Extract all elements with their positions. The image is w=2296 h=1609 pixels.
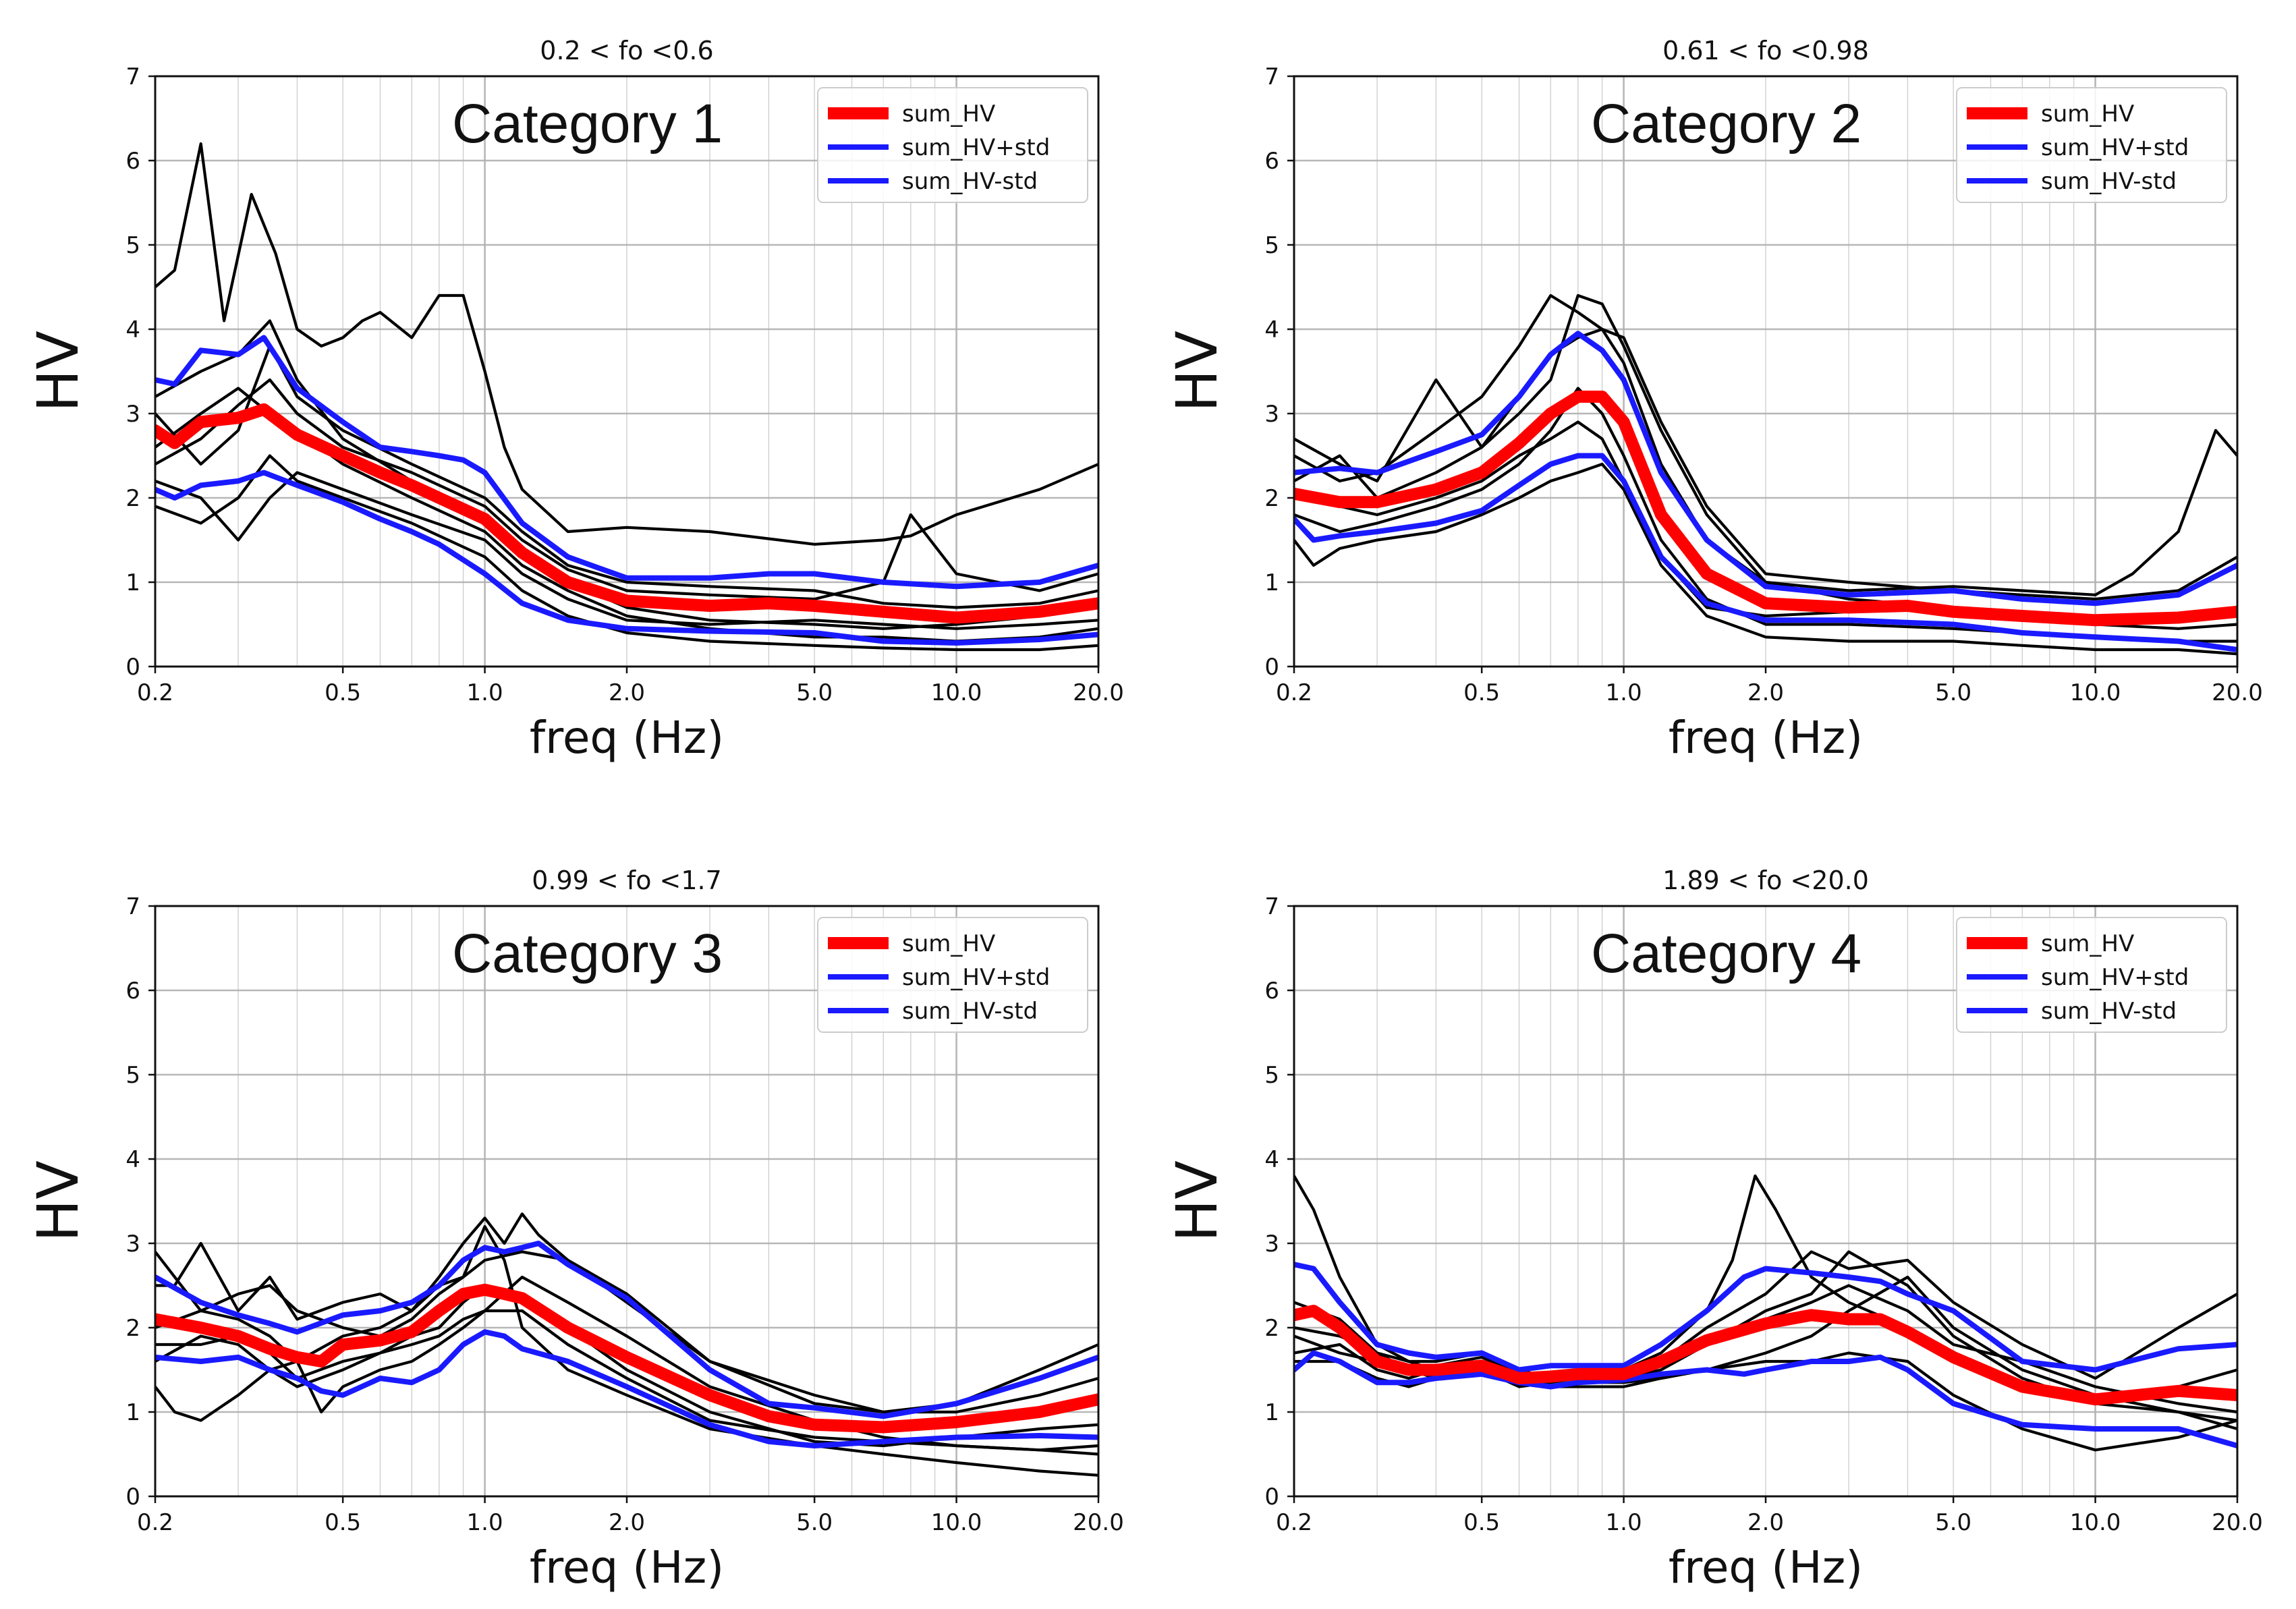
x-tick-label: 10.0 <box>931 1509 982 1536</box>
y-axis-label: HV <box>25 1160 91 1242</box>
y-tick-label: 4 <box>125 316 140 343</box>
x-tick-label: 20.0 <box>2212 1509 2263 1536</box>
category-label: Category 1 <box>452 93 723 154</box>
y-tick-label: 1 <box>125 1399 140 1426</box>
panel-title: 0.99 < fo <1.7 <box>532 866 722 895</box>
legend-entry: sum_HV+std <box>902 964 1050 991</box>
x-tick-label: 0.2 <box>137 1509 173 1536</box>
x-axis-label: freq (Hz) <box>530 1542 724 1593</box>
y-tick-label: 3 <box>1264 1231 1279 1258</box>
x-tick-label: 1.0 <box>467 679 503 706</box>
x-tick-label: 10.0 <box>931 679 982 706</box>
legend-entry: sum_HV <box>2041 930 2134 957</box>
legend-entry: sum_HV-std <box>902 168 1038 195</box>
y-tick-label: 3 <box>125 401 140 428</box>
x-tick-label: 20.0 <box>1073 679 1124 706</box>
x-tick-label: 5.0 <box>796 1509 833 1536</box>
legend-entry: sum_HV+std <box>902 134 1050 161</box>
x-tick-label: 0.2 <box>1276 1509 1312 1536</box>
legend-entry: sum_HV <box>902 101 995 128</box>
x-tick-label: 2.0 <box>609 1509 645 1536</box>
legend-entry: sum_HV+std <box>2041 134 2189 161</box>
y-tick-label: 3 <box>1264 401 1279 428</box>
category-label: Category 3 <box>452 923 723 984</box>
x-tick-label: 20.0 <box>1073 1509 1124 1536</box>
y-tick-label: 2 <box>1264 1315 1279 1342</box>
x-tick-label: 1.0 <box>467 1509 503 1536</box>
legend-entry: sum_HV <box>902 930 995 957</box>
y-axis-label: HV <box>25 331 91 412</box>
x-tick-label: 10.0 <box>2070 1509 2121 1536</box>
panel-title: 0.2 < fo <0.6 <box>540 36 713 65</box>
y-tick-label: 3 <box>125 1231 140 1258</box>
y-tick-label: 6 <box>125 148 140 175</box>
figure: 0 1 2 3 4 5 6 7 0.2 0.5 1.0 2.0 5.0 10.0 20.0 0.2 < fo … <box>0 0 2296 1609</box>
y-tick-label: 6 <box>1264 148 1279 175</box>
legend-entry: sum_HV+std <box>2041 964 2189 991</box>
chart-panel-4: 0 1 2 3 4 5 6 7 0.2 0.5 1.0 2.0 5.0 10.0 20.0 1.89 < fo… <box>1164 866 2263 1593</box>
legend: sum_HV sum_HV+std sum_HV-std <box>1957 88 2227 202</box>
x-tick-label: 0.2 <box>137 679 173 706</box>
chart-panel-2: 0 1 2 3 4 5 6 7 0.2 0.5 1.0 2.0 5.0 10.0 20.0 0.61 < fo… <box>1164 36 2263 764</box>
x-tick-label: 1.0 <box>1606 1509 1642 1536</box>
y-tick-label: 7 <box>1264 893 1279 920</box>
y-tick-label: 1 <box>125 569 140 596</box>
legend: sum_HV sum_HV+std sum_HV-std <box>1957 918 2227 1032</box>
x-tick-label: 0.5 <box>1463 679 1500 706</box>
x-tick-label: 0.5 <box>1463 1509 1500 1536</box>
y-tick-label: 2 <box>125 1315 140 1342</box>
legend-entry: sum_HV-std <box>2041 168 2177 195</box>
legend: sum_HV sum_HV+std sum_HV-std <box>818 918 1088 1032</box>
x-tick-label: 5.0 <box>796 679 833 706</box>
x-tick-label: 10.0 <box>2070 679 2121 706</box>
x-tick-label: 20.0 <box>2212 679 2263 706</box>
y-tick-label: 7 <box>125 893 140 920</box>
y-tick-label: 5 <box>1264 232 1279 259</box>
y-tick-label: 4 <box>1264 316 1279 343</box>
y-tick-label: 1 <box>1264 1399 1279 1426</box>
x-tick-label: 0.5 <box>325 1509 361 1536</box>
y-tick-label: 0 <box>125 654 140 681</box>
y-tick-label: 6 <box>1264 978 1279 1005</box>
y-tick-label: 7 <box>1264 63 1279 90</box>
y-tick-label: 0 <box>1264 1484 1279 1511</box>
x-tick-label: 1.0 <box>1606 679 1642 706</box>
category-label: Category 2 <box>1591 93 1861 154</box>
y-tick-label: 4 <box>1264 1146 1279 1173</box>
legend-entry: sum_HV <box>2041 101 2134 128</box>
y-tick-label: 5 <box>125 232 140 259</box>
x-tick-label: 0.2 <box>1276 679 1312 706</box>
y-tick-label: 6 <box>125 978 140 1005</box>
panel-title: 0.61 < fo <0.98 <box>1662 36 1869 65</box>
y-tick-label: 5 <box>1264 1062 1279 1089</box>
category-label: Category 4 <box>1591 923 1861 984</box>
x-tick-label: 5.0 <box>1935 679 1971 706</box>
y-axis-label: HV <box>1164 331 1230 412</box>
y-tick-label: 0 <box>125 1484 140 1511</box>
y-tick-label: 2 <box>125 485 140 512</box>
y-tick-label: 0 <box>1264 654 1279 681</box>
x-tick-label: 2.0 <box>609 679 645 706</box>
chart-panel-1: 0 1 2 3 4 5 6 7 0.2 0.5 1.0 2.0 5.0 10.0 20.0 0.2 < fo … <box>25 36 1124 764</box>
x-tick-label: 2.0 <box>1747 679 1784 706</box>
x-tick-label: 5.0 <box>1935 1509 1971 1536</box>
x-axis-label: freq (Hz) <box>530 712 724 764</box>
legend-entry: sum_HV-std <box>902 998 1038 1025</box>
y-tick-label: 1 <box>1264 569 1279 596</box>
y-axis-label: HV <box>1164 1160 1230 1242</box>
y-tick-label: 4 <box>125 1146 140 1173</box>
chart-panel-3: 0 1 2 3 4 5 6 7 0.2 0.5 1.0 2.0 5.0 10.0 20.0 0.99 < fo… <box>25 866 1124 1593</box>
x-tick-label: 0.5 <box>325 679 361 706</box>
x-axis-label: freq (Hz) <box>1669 712 1863 764</box>
panel-title: 1.89 < fo <20.0 <box>1662 866 1869 895</box>
x-tick-label: 2.0 <box>1747 1509 1784 1536</box>
x-axis-label: freq (Hz) <box>1669 1542 1863 1593</box>
y-tick-label: 7 <box>125 63 140 90</box>
legend: sum_HV sum_HV+std sum_HV-std <box>818 88 1088 202</box>
legend-entry: sum_HV-std <box>2041 998 2177 1025</box>
y-tick-label: 5 <box>125 1062 140 1089</box>
y-tick-label: 2 <box>1264 485 1279 512</box>
